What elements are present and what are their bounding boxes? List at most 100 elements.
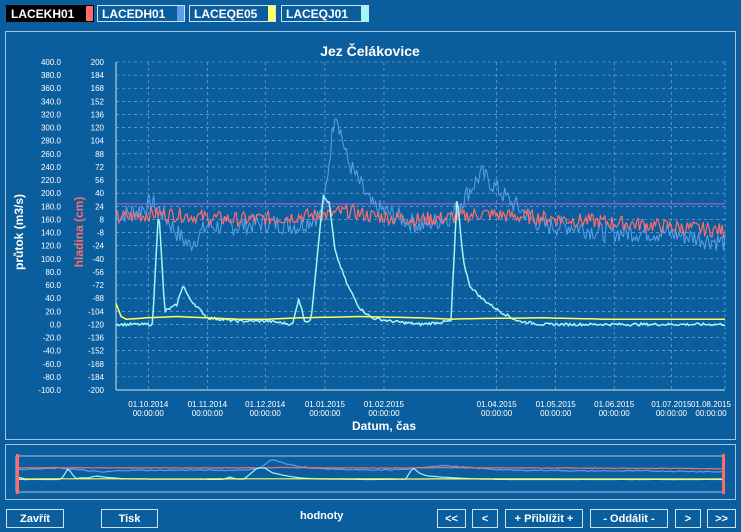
y-right-tick-label: -56 [92,268,104,277]
tab-laceqj01[interactable]: LACEQJ01 [281,5,369,22]
y-left-tick-label: 100.0 [41,255,62,264]
y-left-tick-label: 180.0 [41,202,62,211]
y-left-tick-label: 60.0 [45,281,61,290]
tab-label: LACEQJ01 [286,6,349,21]
range-handle-right[interactable] [722,454,725,494]
x-tick-time: 00:00:00 [368,409,400,418]
y-left-tick-label: 240.0 [41,163,62,172]
y-right-tick-label: -120 [88,320,105,329]
y-right-tick-label: -184 [88,373,105,382]
y-left-tick-label: 400.0 [41,58,62,67]
y-right-tick-label: -168 [88,360,105,369]
x-tick-time: 00:00:00 [192,409,224,418]
first-button[interactable]: << [437,509,466,528]
y-left-tick-label: 340.0 [41,97,62,106]
overview-line-laceqe05 [18,476,722,480]
tab-color-swatch [361,6,368,21]
overview-chart[interactable] [6,445,735,499]
y-left-tick-label: 200.0 [41,189,62,198]
overview-line-laceqj01 [19,467,722,481]
series-lines [115,118,726,328]
y-left-tick-label: 40.0 [45,294,61,303]
series-line-lacekh01 [115,204,726,239]
x-tick-time: 00:00:00 [309,409,341,418]
y-right-tick-label: 88 [95,150,104,159]
tab-lacedh01[interactable]: LACEDH01 [97,5,185,22]
close-button[interactable]: Zavřít [6,509,64,528]
x-tick-date: 01.10.2014 [128,400,169,409]
y-left-tick-label: 260.0 [41,150,62,159]
y-left-tick-label: 280.0 [41,137,62,146]
y-right-tick-label: -24 [92,242,104,251]
series-line-lacedh01 [115,118,726,253]
y-right-tick-label: 72 [95,163,104,172]
main-chart[interactable]: Jez Čelákovice Datum, čas průtok (m3/s) … [6,32,735,439]
y-right-tick-label: 200 [91,58,105,67]
y-axis-label-right: hladina (cm) [72,197,86,268]
series-line-laceqj01 [115,193,726,328]
tab-color-swatch [86,6,93,21]
x-axis-label: Datum, čas [352,419,416,433]
tab-lacekh01[interactable]: LACEKH01 [6,5,94,22]
y-right-tick-label: 104 [91,137,105,146]
y-right-tick-label: 8 [100,215,105,224]
y-left-tick-label: 140.0 [41,229,62,238]
x-tick-date: 01.01.2015 [305,400,346,409]
tab-label: LACEKH01 [11,6,75,21]
y-axis-label-left: průtok (m3/s) [12,194,26,270]
x-tick-date: 01.07.2015 [651,400,692,409]
x-tick-date: 01.12.2014 [245,400,286,409]
y-right-tick-label: -88 [92,294,104,303]
zoom-out-button[interactable]: - Oddálit - [590,509,668,528]
y-left-tick-label: -20.0 [43,334,62,343]
overview-lines [18,459,723,481]
x-tick-time: 00:00:00 [133,409,165,418]
prev-button[interactable]: < [472,509,498,528]
x-tick-date: 01.02.2015 [364,400,405,409]
y-right-tick-label: 152 [91,97,105,106]
overview-panel [5,444,736,500]
y-left-tick-label: 320.0 [41,110,62,119]
y-right-tick-label: -8 [97,229,105,238]
zoom-in-button[interactable]: + Přiblížit + [505,509,583,528]
x-tick-date: 01.11.2014 [188,400,228,409]
y-right-tick-label: -40 [92,255,104,264]
x-tick-date: 01.06.2015 [594,400,635,409]
print-button[interactable]: Tisk [101,509,158,528]
series-line-laceqe05 [115,303,725,320]
y-left-tick-label: -60.0 [43,360,62,369]
x-tick-date: 01.04.2015 [477,400,518,409]
chart-panel: Jez Čelákovice Datum, čas průtok (m3/s) … [5,31,736,440]
y-left-tick-label: -100.0 [38,386,61,395]
y-right-tick-label: -200 [88,386,105,395]
status-label: hodnoty [300,510,344,522]
y-left-tick-label: 360.0 [41,84,62,93]
tab-laceqe05[interactable]: LACEQE05 [189,5,276,22]
tab-color-swatch [177,6,184,21]
tab-label: LACEDH01 [102,6,166,21]
x-tick-time: 00:00:00 [695,409,727,418]
y-right-tick-label: -72 [92,281,104,290]
overview-line-lacedh01 [18,459,723,473]
y-right-tick-label: 120 [91,124,105,133]
y-left-tick-label: -80.0 [43,373,62,382]
overview-frame [15,455,725,493]
overview-line-lacekh01 [18,466,722,470]
x-tick-time: 00:00:00 [250,409,282,418]
y-right-tick-label: -136 [88,334,105,343]
y-left-tick-label: 120.0 [41,242,62,251]
y-left-tick-label: 0.0 [50,320,62,329]
x-tick-time: 00:00:00 [481,409,513,418]
y-right-tick-label: -152 [88,347,105,356]
next-button[interactable]: > [675,509,701,528]
y-left-tick-label: -40.0 [43,347,62,356]
y-left-tick-label: 160.0 [41,215,62,224]
y-right-tick-label: 184 [91,71,105,80]
y-right-tick-label: 40 [95,189,104,198]
tab-color-swatch [268,6,275,21]
y-right-tick-label: 56 [95,176,104,185]
x-tick-time: 00:00:00 [656,409,688,418]
range-handle-left[interactable] [16,454,19,494]
y-right-tick-label: -104 [88,307,105,316]
last-button[interactable]: >> [707,509,736,528]
